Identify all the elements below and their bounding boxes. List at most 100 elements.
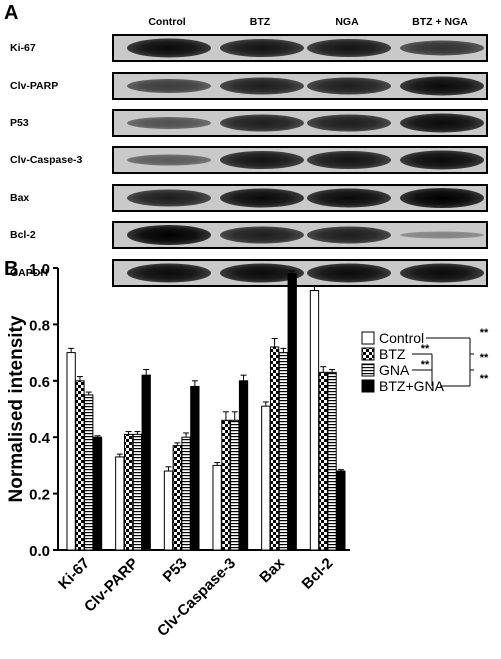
y-tick-label: 0.4 xyxy=(29,430,51,447)
blot-row: P53 xyxy=(0,109,501,139)
legend-label: BTZ xyxy=(379,346,406,362)
legend-swatch xyxy=(361,363,375,377)
blot-band xyxy=(307,114,391,132)
blot-band xyxy=(220,188,304,208)
bar xyxy=(309,290,320,551)
y-tick-label: 0.6 xyxy=(29,374,50,391)
significance-label: ** xyxy=(421,343,430,355)
y-tick-label: 0.0 xyxy=(29,543,50,560)
lane-label: Control xyxy=(148,16,186,28)
bar xyxy=(141,374,151,551)
y-tick-label: 0.2 xyxy=(29,487,50,504)
blot-strip xyxy=(112,221,488,249)
x-tick-label: Bax xyxy=(256,554,288,586)
lane-label: NGA xyxy=(335,16,359,28)
blot-row: Clv-Caspase-3 xyxy=(0,146,501,176)
blot-band xyxy=(127,225,211,245)
significance-label: ** xyxy=(421,359,430,371)
bar xyxy=(123,433,134,551)
blot-band xyxy=(400,231,484,239)
bar xyxy=(92,436,103,551)
x-tick-label: Bcl-2 xyxy=(299,555,337,593)
bar xyxy=(318,371,328,551)
blot-band xyxy=(220,263,304,283)
y-tick-label: 0.8 xyxy=(29,317,50,334)
bar xyxy=(336,470,346,551)
blot-band xyxy=(400,113,484,133)
bar xyxy=(190,385,200,551)
blot-band xyxy=(127,38,211,58)
x-tick-label: Ki-67 xyxy=(55,555,93,593)
blot-strip xyxy=(112,259,488,287)
bar xyxy=(181,436,191,551)
bar xyxy=(163,470,174,551)
bar xyxy=(84,394,94,551)
blot-band xyxy=(127,79,211,93)
blot-row-label: Bax xyxy=(10,192,30,204)
blot-band xyxy=(400,188,484,208)
blot-band xyxy=(307,263,391,283)
blot-row: Ki-67 xyxy=(0,34,501,64)
bar xyxy=(115,456,125,551)
x-tick-label: P53 xyxy=(160,555,191,586)
bar xyxy=(278,352,289,551)
blot-band xyxy=(400,150,484,170)
blot-band xyxy=(127,189,211,207)
bar xyxy=(66,352,76,551)
legend-label: BTZ+GNA xyxy=(379,378,445,394)
legend-label: GNA xyxy=(379,362,410,378)
significance-label: ** xyxy=(480,373,489,385)
blot-band xyxy=(400,40,484,56)
blot-strip xyxy=(112,72,488,100)
blot-row: GAPDH xyxy=(0,259,501,289)
significance-label: ** xyxy=(480,352,489,364)
bar xyxy=(172,445,182,551)
legend-label: Control xyxy=(379,330,424,346)
panel-b-letter: B xyxy=(4,258,19,280)
blot-row-label: GAPDH xyxy=(10,267,48,279)
blot-band xyxy=(307,226,391,244)
bar xyxy=(261,405,271,551)
bar xyxy=(287,273,297,551)
blot-row-label: P53 xyxy=(10,117,29,129)
bar xyxy=(327,371,337,551)
bar xyxy=(230,419,240,551)
blot-band xyxy=(307,77,391,95)
blot-row-label: Ki-67 xyxy=(10,42,36,54)
blot-band xyxy=(307,39,391,57)
bar xyxy=(75,380,85,551)
panel-a-letter: A xyxy=(4,2,19,24)
blot-band xyxy=(400,263,484,283)
blot-band xyxy=(220,39,304,57)
lane-label: BTZ + NGA xyxy=(412,16,468,28)
blot-row: Bcl-2 xyxy=(0,221,501,251)
blot-row-label: Clv-Caspase-3 xyxy=(10,154,83,166)
bar-chart: 0.0 0.2 0.4 0.6 0.8 1.0 Normalised intensity Ki… xyxy=(6,261,489,640)
lane-label: BTZ xyxy=(249,16,271,28)
blot-band xyxy=(307,151,391,169)
blot-strip xyxy=(112,34,488,62)
blot-row: Clv-PARP xyxy=(0,72,501,102)
legend-swatch xyxy=(361,347,375,361)
blot-band xyxy=(127,263,211,283)
bar xyxy=(238,380,249,551)
blot-band xyxy=(127,154,211,166)
blot-band xyxy=(400,76,484,96)
blot-band xyxy=(307,188,391,208)
legend-swatch xyxy=(361,379,375,393)
blot-band xyxy=(220,226,304,244)
significance-label: ** xyxy=(480,327,489,339)
blot-band xyxy=(220,77,304,95)
bar xyxy=(221,419,231,551)
bar xyxy=(269,346,280,551)
legend-swatch xyxy=(361,331,375,345)
blot-band xyxy=(127,117,211,129)
y-axis-title: Normalised intensity xyxy=(6,315,27,502)
blot-band xyxy=(220,114,304,132)
blot-strip xyxy=(112,146,488,174)
bar xyxy=(132,433,143,551)
bar xyxy=(212,464,222,551)
blot-band xyxy=(220,151,304,169)
blot-row: Bax xyxy=(0,184,501,214)
blot-strip xyxy=(112,184,488,212)
